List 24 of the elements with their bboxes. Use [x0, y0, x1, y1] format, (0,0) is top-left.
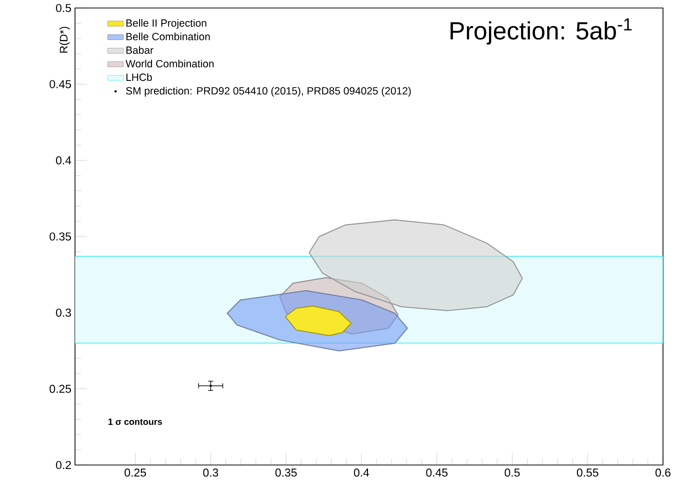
- x-tick-label: 0.3: [203, 468, 218, 477]
- y-tick-label: 0.25: [50, 384, 71, 393]
- annotation: 1 σ contours: [108, 418, 162, 425]
- y-tick-label: 0.2: [56, 460, 71, 470]
- legend-label: World Combination: [126, 60, 214, 68]
- legend-label: SM prediction: PRD92 054410 (2015), PRD85 094025 (2012): [126, 86, 411, 97]
- x-tick-label: 0.45: [426, 468, 448, 477]
- x-tick-label: 0.55: [576, 468, 598, 477]
- y-axis-title: R(D*): [60, 26, 70, 53]
- x-tick-label: 0.4: [354, 468, 370, 477]
- y-tick-label: 0.45: [50, 80, 71, 88]
- y-tick-label: 0.5: [56, 4, 71, 12]
- y-tick-label: 0.35: [50, 232, 71, 241]
- x-tick-label: 0.25: [124, 468, 146, 477]
- chart-title: Projection: 5ab$^{-1}$: [450, 18, 632, 45]
- x-tick-label: 0.35: [275, 468, 297, 477]
- legend-label: Babar: [126, 46, 154, 54]
- legend-label: Belle Combination: [126, 32, 210, 40]
- x-tick-label: 0.5: [504, 468, 520, 477]
- legend-label: Belle II Projection: [126, 19, 206, 29]
- x-tick-label: 0.6: [655, 468, 670, 477]
- y-tick-label: 0.3: [56, 308, 71, 317]
- y-tick-label: 0.4: [56, 156, 72, 164]
- legend-label: LHCb: [126, 73, 152, 81]
